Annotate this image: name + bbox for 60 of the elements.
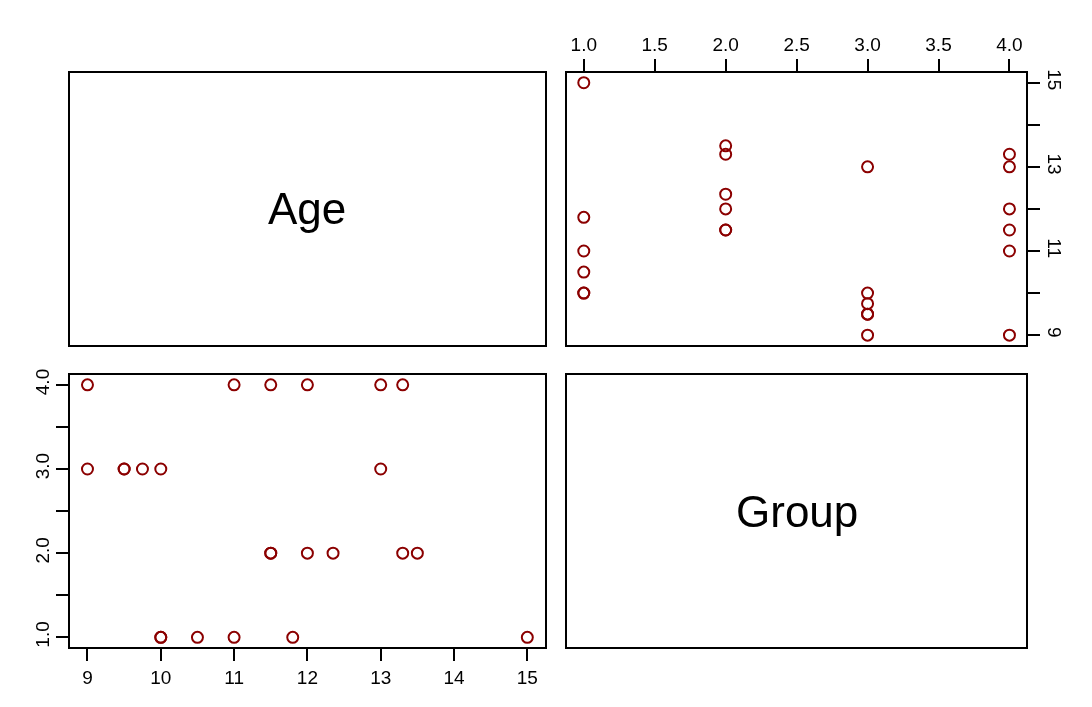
point xyxy=(227,630,241,644)
point xyxy=(374,462,388,476)
x-tick-label: 11 xyxy=(224,666,244,688)
point xyxy=(861,160,875,174)
text: Age xyxy=(268,184,347,233)
point xyxy=(80,462,94,476)
point xyxy=(861,286,875,300)
point xyxy=(264,378,278,392)
point xyxy=(326,546,340,560)
y-tick-label: 4.0 xyxy=(31,368,53,396)
point xyxy=(719,139,733,153)
point xyxy=(300,546,314,560)
x-tick-label: 14 xyxy=(443,666,465,688)
point xyxy=(577,210,591,224)
x-tick-label: 13 xyxy=(370,666,392,688)
x-tick-label: 4.0 xyxy=(996,34,1023,56)
point xyxy=(1002,223,1016,237)
y-tick-label: 2.0 xyxy=(31,537,53,564)
point xyxy=(190,630,204,644)
x-tick-label: 2.5 xyxy=(783,34,810,56)
point xyxy=(227,378,241,392)
y-tick-label: 11 xyxy=(1043,238,1065,259)
y-tick-label: 1.0 xyxy=(31,621,53,648)
point xyxy=(374,378,388,392)
point xyxy=(719,147,733,161)
x-tick-label: 3.5 xyxy=(925,34,952,56)
point xyxy=(300,378,314,392)
point xyxy=(396,378,410,392)
x-tick-label: 15 xyxy=(516,666,538,688)
y-tick-label: 13 xyxy=(1043,153,1065,175)
x-tick-label: 9 xyxy=(82,666,93,688)
x-tick-label: 10 xyxy=(150,666,172,688)
point xyxy=(719,202,733,216)
y-tick-label: 15 xyxy=(1043,69,1065,91)
point xyxy=(80,378,94,392)
point xyxy=(1002,147,1016,161)
point xyxy=(135,462,149,476)
point xyxy=(577,244,591,258)
x-tick-label: 12 xyxy=(296,666,318,688)
point xyxy=(1002,202,1016,216)
point xyxy=(577,76,591,90)
x-tick-label: 3.0 xyxy=(854,34,881,56)
text: Group xyxy=(736,487,859,536)
point xyxy=(396,546,410,560)
point xyxy=(577,265,591,279)
point xyxy=(1002,160,1016,174)
x-tick-label: 2.0 xyxy=(712,34,739,56)
y-tick-label: 3.0 xyxy=(31,452,53,480)
point xyxy=(410,546,424,560)
point xyxy=(286,630,300,644)
point xyxy=(1002,244,1016,258)
point xyxy=(861,297,875,311)
x-tick-label: 1.0 xyxy=(570,34,597,56)
point xyxy=(154,462,168,476)
x-tick-label: 1.5 xyxy=(641,34,668,56)
point xyxy=(1002,328,1016,342)
point xyxy=(719,187,733,201)
point xyxy=(861,328,875,342)
point xyxy=(520,630,534,644)
y-tick-label: 9 xyxy=(1043,327,1065,338)
